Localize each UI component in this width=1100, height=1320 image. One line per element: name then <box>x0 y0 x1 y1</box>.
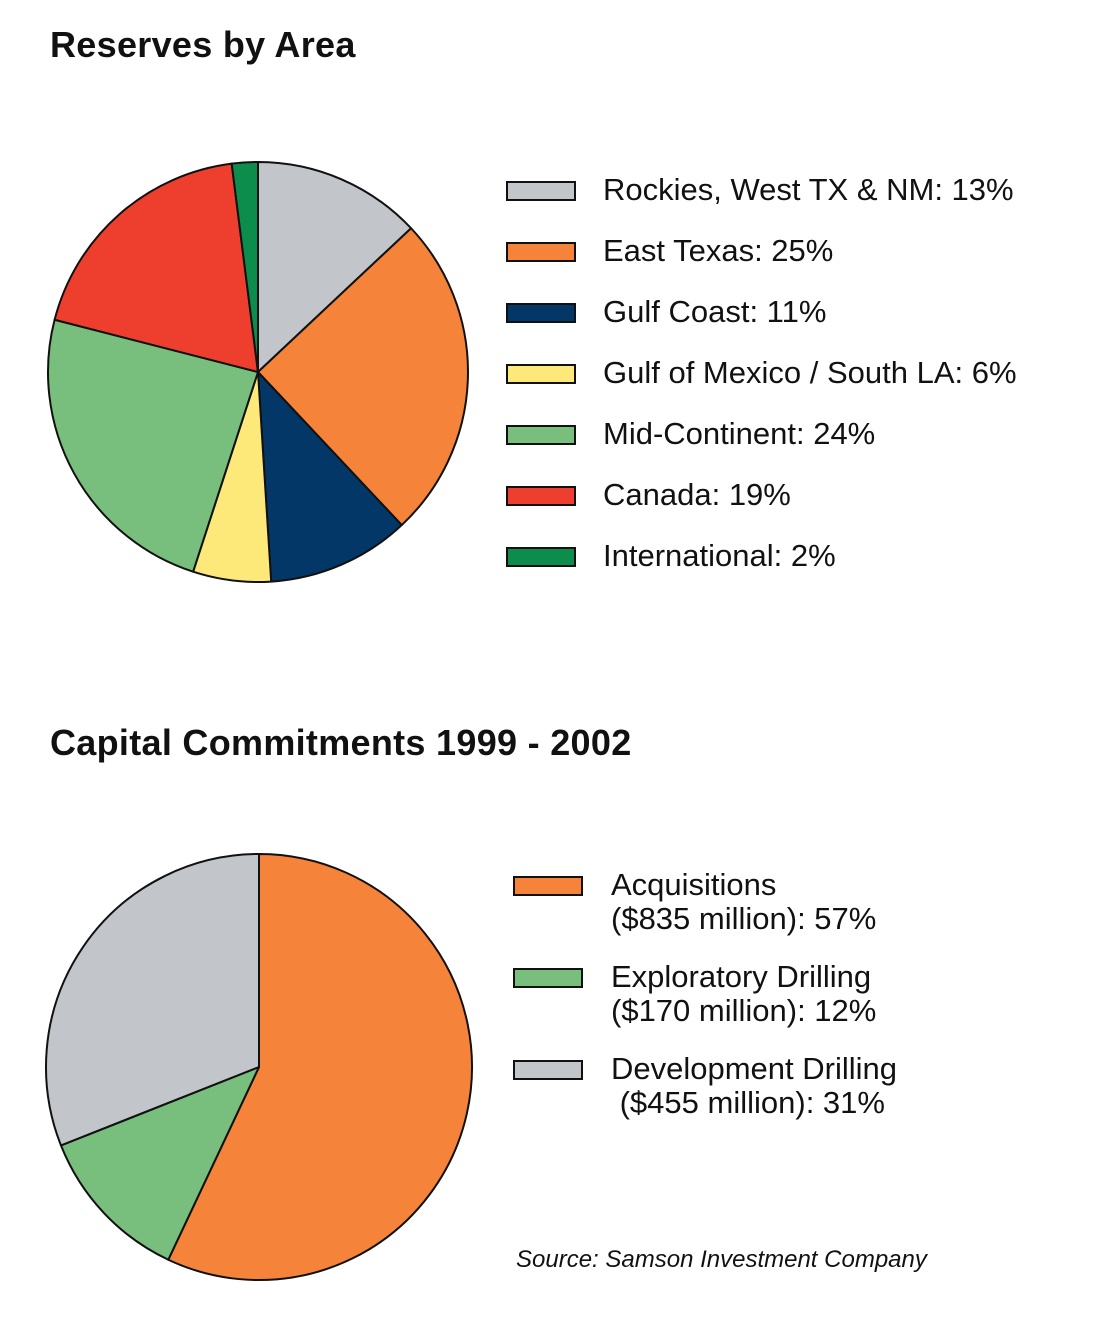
legend-label: Development Drilling ($455 million): 31% <box>611 1052 897 1120</box>
legend-label: Gulf of Mexico / South LA: 6% <box>603 355 1017 391</box>
legend-label-line: Gulf Coast: 11% <box>603 294 827 329</box>
legend-swatch <box>506 242 576 262</box>
pie-slice-development-drilling <box>45 853 260 1147</box>
legend-label: East Texas: 25% <box>603 233 833 269</box>
legend-label-line: Gulf of Mexico / South LA: 6% <box>603 355 1017 390</box>
chart-title-reserves: Reserves by Area <box>50 24 356 65</box>
legend-label-line: ($455 million): 31% <box>611 1085 885 1120</box>
chart-title-capital: Capital Commitments 1999 - 2002 <box>50 722 632 763</box>
legend-label: Canada: 19% <box>603 477 791 513</box>
legend-label-line: East Texas: 25% <box>603 233 834 268</box>
legend-label: International: 2% <box>603 538 836 574</box>
pie-slice-exploratory-drilling <box>59 1066 260 1261</box>
legend-label: Mid-Continent: 24% <box>603 416 875 452</box>
pie-slice-canada <box>53 162 259 373</box>
legend-label-line: Development Drilling <box>611 1051 898 1086</box>
legend-label: Gulf Coast: 11% <box>603 294 826 330</box>
pie-slice-gulf-coast <box>257 371 403 583</box>
legend-swatch <box>513 876 583 896</box>
legend-swatch <box>506 364 576 384</box>
pie-slice-international <box>230 161 259 373</box>
legend-label-line: Acquisitions <box>611 867 777 902</box>
pie-slice-east-texas <box>257 227 469 527</box>
source-note: Source: Samson Investment Company <box>516 1246 927 1273</box>
legend-swatch <box>513 1060 583 1080</box>
legend-label-line: ($170 million): 12% <box>611 993 877 1028</box>
pie-slice-rockies-west-tx-nm <box>257 161 413 373</box>
legend-swatch <box>506 547 576 567</box>
legend-label-line: Canada: 19% <box>603 477 791 512</box>
legend-swatch <box>506 181 576 201</box>
pie-slice-mid-continent <box>47 318 259 573</box>
legend-label: Rockies, West TX & NM: 13% <box>603 172 1014 208</box>
legend-swatch <box>506 486 576 506</box>
legend-label: Exploratory Drilling ($170 million): 12% <box>611 960 876 1028</box>
legend-swatch <box>513 968 583 988</box>
legend-label-line: Rockies, West TX & NM: 13% <box>603 172 1014 207</box>
reserves-pie-chart <box>47 161 469 583</box>
legend-label-line: International: 2% <box>603 538 836 573</box>
pie-slice-acquisitions <box>167 853 473 1281</box>
legend-label-line: Exploratory Drilling <box>611 959 872 994</box>
legend-swatch <box>506 425 576 445</box>
legend-label-line: Mid-Continent: 24% <box>603 416 876 451</box>
legend-label-line: ($835 million): 57% <box>611 901 877 936</box>
legend-swatch <box>506 303 576 323</box>
legend-label: Acquisitions ($835 million): 57% <box>611 868 876 936</box>
capital-pie-chart <box>45 853 473 1281</box>
